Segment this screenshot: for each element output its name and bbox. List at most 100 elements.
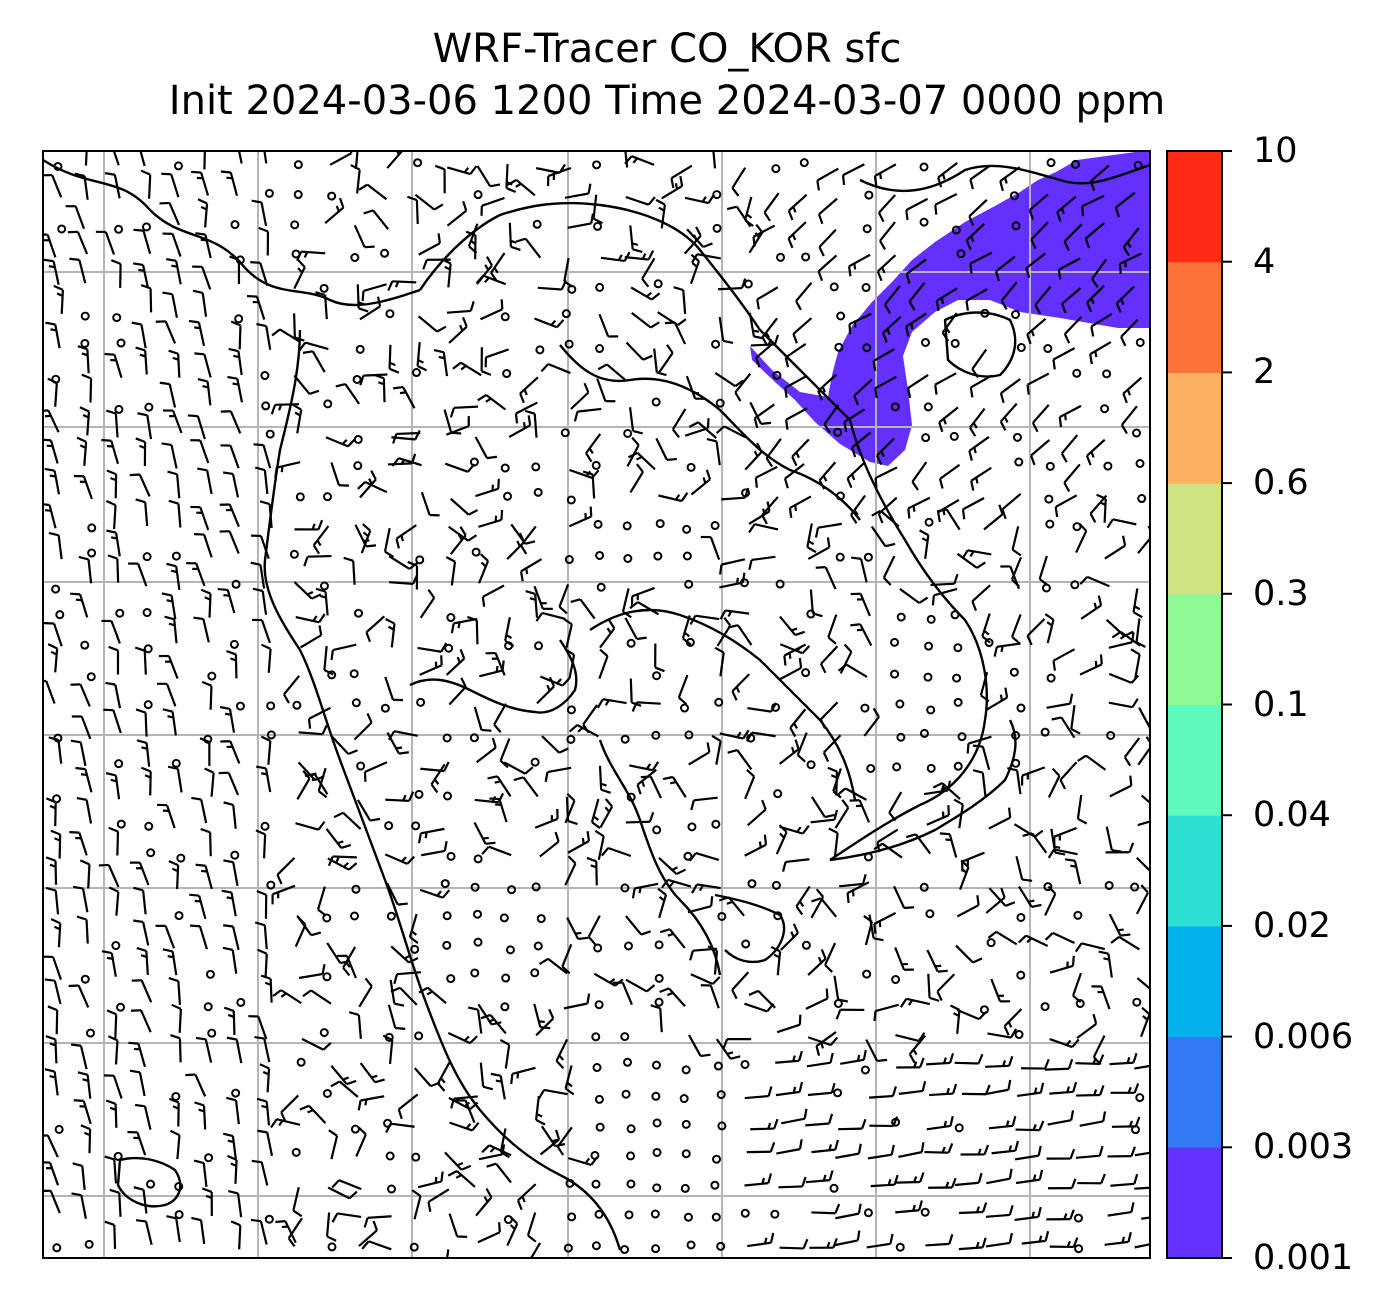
wind-barb: [190, 439, 210, 464]
wind-barb: [397, 1093, 419, 1120]
wind-barb: [386, 732, 410, 755]
wind-barb: [385, 618, 396, 648]
wind-barb: [805, 1170, 834, 1184]
wind-calm-marker: [174, 1182, 184, 1192]
wind-barb: [359, 296, 382, 321]
wind-barb: [101, 619, 121, 644]
wind-barb: [1044, 885, 1057, 916]
wind-barb: [537, 279, 567, 291]
wind-barb: [814, 522, 842, 538]
wind-barb: [961, 549, 992, 560]
wind-barb: [508, 415, 532, 438]
wind-calm-marker: [507, 885, 517, 895]
wind-barb: [677, 674, 689, 706]
wind-barb: [754, 465, 778, 488]
wind-calm-marker: [500, 1002, 510, 1012]
wind-barb: [782, 858, 810, 872]
wind-barb: [481, 584, 505, 607]
wind-barb: [45, 886, 60, 915]
wind-barb: [1063, 223, 1083, 251]
wind-calm-marker: [806, 609, 816, 619]
wind-barb: [818, 228, 837, 257]
wind-calm-marker: [414, 789, 424, 799]
wind-barb: [624, 151, 629, 168]
wind-barb: [744, 442, 763, 471]
wind-barb: [1058, 404, 1082, 428]
wind-barb: [534, 1095, 546, 1126]
wind-barb: [315, 291, 328, 320]
wind-barb: [164, 615, 178, 644]
wind-calm-marker: [57, 224, 67, 234]
wind-barb: [961, 1084, 991, 1096]
wind-barb: [162, 232, 182, 257]
wind-calm-marker: [353, 434, 363, 444]
wind-barb: [477, 394, 506, 411]
wind-barb: [881, 315, 902, 343]
coastline-shandong: [409, 639, 578, 714]
wind-barb: [653, 348, 667, 377]
colorbar-segment: [1167, 1036, 1222, 1148]
wind-calm-marker: [833, 998, 843, 1008]
wind-barb: [327, 1186, 358, 1200]
wind-barb: [137, 412, 153, 440]
wind-calm-marker: [685, 637, 695, 647]
wind-barb: [250, 1218, 268, 1245]
wind-calm-marker: [260, 371, 270, 381]
wind-barb: [779, 657, 803, 681]
wind-calm-marker: [112, 313, 122, 323]
wind-barb: [1049, 1038, 1080, 1049]
wind-barb: [222, 471, 240, 498]
wind-calm-marker: [567, 284, 577, 294]
tracer-plume-layer: [750, 151, 1150, 466]
wind-barb: [101, 438, 120, 465]
wind-barb: [987, 930, 1018, 946]
wind-barb: [1046, 1148, 1076, 1160]
wind-barb: [187, 414, 206, 440]
wind-barb: [168, 860, 180, 890]
wind-calm-marker: [500, 463, 510, 473]
wind-calm-marker: [801, 940, 811, 950]
wind-barb: [690, 973, 721, 985]
wind-barb: [53, 284, 65, 314]
coastline-korea-peninsula: [759, 329, 988, 861]
wind-barb: [744, 834, 768, 857]
wind-calm-marker: [142, 552, 152, 562]
wind-barb: [295, 613, 326, 624]
wind-barb: [312, 525, 330, 555]
wind-calm-marker: [956, 249, 966, 259]
wind-barb: [539, 1129, 561, 1156]
wind-barb: [1030, 439, 1051, 466]
wind-barb: [256, 1097, 271, 1126]
wind-calm-marker: [717, 1121, 727, 1131]
wind-barb: [387, 730, 418, 741]
wind-calm-marker: [87, 523, 97, 533]
wind-barb: [671, 408, 687, 439]
wind-barb: [1086, 284, 1105, 313]
wind-barb: [594, 829, 605, 860]
wind-barb: [222, 924, 240, 951]
wind-barb: [133, 1186, 148, 1214]
wind-barb: [80, 1124, 92, 1154]
wind-calm-marker: [806, 760, 816, 770]
wind-barb: [688, 852, 720, 862]
wind-barb: [200, 588, 212, 618]
wind-barb: [776, 1014, 802, 1034]
wind-calm-marker: [949, 431, 959, 441]
wind-calm-marker: [319, 1028, 329, 1038]
wind-barb: [419, 655, 443, 676]
wind-calm-marker: [204, 1153, 214, 1163]
wind-barb: [744, 1173, 773, 1187]
wind-barb: [45, 321, 61, 349]
wind-calm-marker: [957, 732, 967, 742]
wind-calm-marker: [1011, 758, 1021, 768]
wind-barb: [715, 425, 746, 439]
wind-barb: [342, 946, 357, 977]
wind-calm-marker: [442, 911, 452, 921]
wind-barb: [43, 1161, 60, 1186]
wind-barb: [1063, 463, 1081, 493]
wind-calm-marker: [533, 487, 543, 497]
wind-barb: [78, 555, 93, 584]
wind-barb: [984, 1079, 1012, 1096]
wind-calm-marker: [770, 1209, 780, 1219]
